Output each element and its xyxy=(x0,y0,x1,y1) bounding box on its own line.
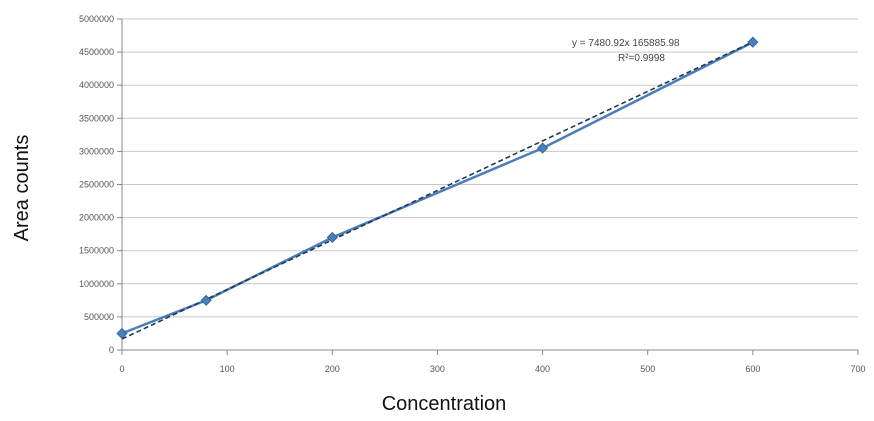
trendline-equation: y = 7480.92x 165885.98 xyxy=(572,38,680,49)
data-point xyxy=(747,36,759,48)
data-point xyxy=(326,231,338,244)
data-point xyxy=(537,142,549,154)
x-tick-label: 0 xyxy=(119,364,124,374)
axes xyxy=(117,18,859,355)
x-tick-label: 700 xyxy=(850,364,865,374)
y-tick-label: 5000000 xyxy=(79,14,114,24)
y-tick-label: 2500000 xyxy=(79,180,114,190)
y-tick-label: 1000000 xyxy=(79,279,114,289)
x-tick-label: 500 xyxy=(640,364,655,374)
linear-trendline xyxy=(121,41,754,340)
x-tick-labels: 0 100 200 300 400 500 600 700 xyxy=(119,364,865,374)
x-tick-label: 600 xyxy=(745,364,760,374)
y-tick-label: 500000 xyxy=(84,312,114,322)
y-tick-label: 1500000 xyxy=(79,246,114,256)
data-markers xyxy=(116,36,759,340)
gridlines xyxy=(122,18,858,318)
y-tick-label: 3000000 xyxy=(79,146,114,156)
y-tick-label: 0 xyxy=(109,345,114,355)
y-tick-label: 4000000 xyxy=(79,80,114,90)
x-tick-label: 100 xyxy=(220,364,235,374)
x-axis-title: Concentration xyxy=(382,393,507,415)
y-tick-label: 2000000 xyxy=(79,213,114,223)
data-point xyxy=(200,294,212,306)
x-tick-label: 300 xyxy=(430,364,445,374)
y-tick-label: 3500000 xyxy=(79,113,114,123)
x-tick-label: 400 xyxy=(535,364,550,374)
r-squared-label: R²=0.9998 xyxy=(618,53,665,64)
y-tick-label: 4500000 xyxy=(79,47,114,57)
data-point xyxy=(116,327,128,340)
y-tick-labels: 0 500000 1000000 1500000 2000000 2500000 30000… xyxy=(79,14,114,355)
x-tick-label: 200 xyxy=(325,364,340,374)
y-axis-title: Area counts xyxy=(11,135,33,242)
trendline-group xyxy=(121,41,754,340)
